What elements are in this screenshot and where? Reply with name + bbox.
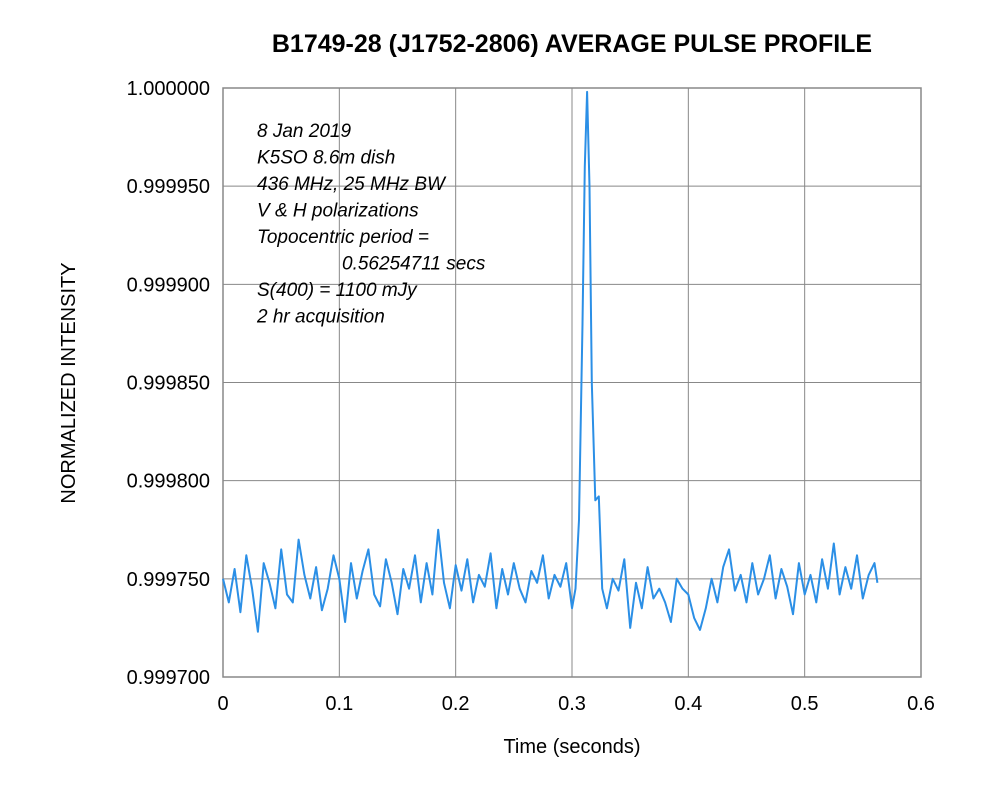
annotation-line: S(400) = 1100 mJy [257, 280, 418, 301]
annotation-line: 0.56254711 secs [342, 254, 486, 275]
y-tick-label: 0.999850 [127, 373, 210, 395]
annotation-line: 2 hr acquisition [256, 307, 385, 328]
y-tick-label: 0.999800 [127, 471, 210, 493]
annotation-line: 436 MHz, 25 MHz BW [257, 174, 447, 195]
series-line [222, 90, 879, 633]
chart-title: B1749-28 (J1752-2806) AVERAGE PULSE PROF… [272, 30, 872, 58]
x-tick-label: 0.4 [674, 693, 702, 715]
y-axis-label: NORMALIZED INTENSITY [58, 262, 80, 503]
annotation-line: Topocentric period = [257, 227, 429, 248]
x-tick-label: 0 [217, 693, 228, 715]
y-axis-ticks: 0.999700 0.999750 0.999800 0.999850 0.999900… [127, 78, 210, 689]
annotation-line: V & H polarizations [257, 201, 419, 222]
plot-frame [222, 87, 922, 678]
x-tick-label: 0.2 [442, 693, 470, 715]
annotation-line: 8 Jan 2019 [257, 121, 351, 142]
annotation-block: 8 Jan 2019 K5SO 8.6m dish 436 MHz, 25 MHz … [256, 121, 486, 328]
y-tick-label: 0.999900 [127, 274, 210, 296]
x-tick-label: 0.1 [325, 693, 353, 715]
y-tick-label: 1.000000 [127, 78, 210, 100]
x-tick-label: 0.3 [558, 693, 586, 715]
annotation-line: K5SO 8.6m dish [257, 148, 395, 169]
x-tick-label: 0.5 [791, 693, 819, 715]
x-axis-label: Time (seconds) [503, 736, 640, 758]
y-tick-label: 0.999950 [127, 176, 210, 198]
y-tick-label: 0.999750 [127, 569, 210, 591]
x-axis-ticks: 0 0.1 0.2 0.3 0.4 0.5 0.6 [217, 693, 934, 715]
x-tick-label: 0.6 [907, 693, 935, 715]
y-tick-label: 0.999700 [127, 667, 210, 689]
